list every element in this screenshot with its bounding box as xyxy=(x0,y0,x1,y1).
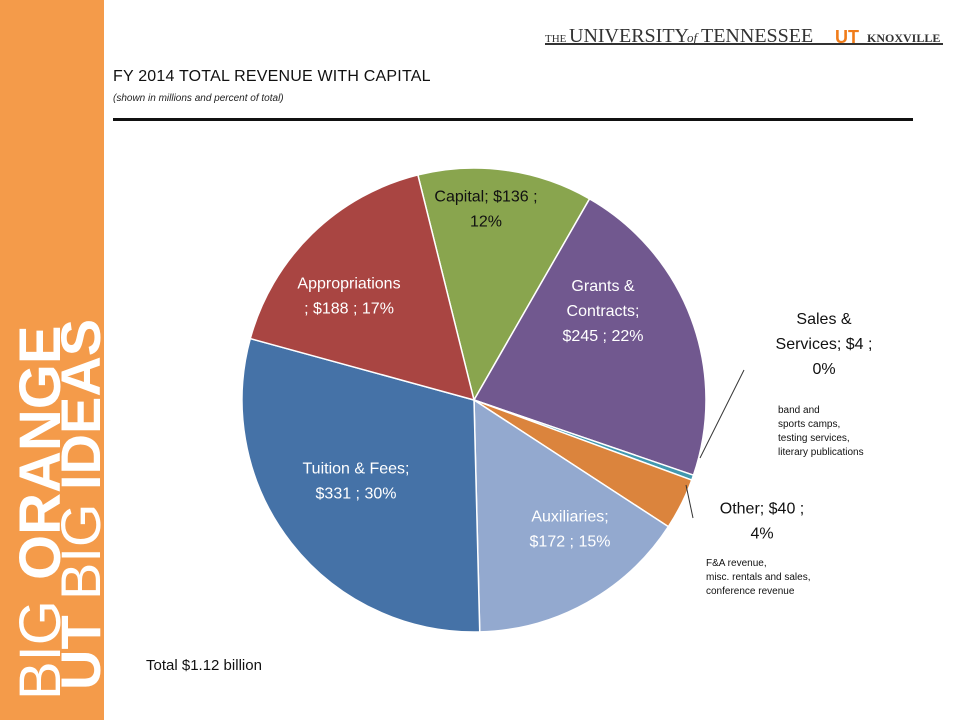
other-note-line: conference revenue xyxy=(706,586,795,597)
title-divider xyxy=(113,118,913,121)
total-revenue: Total $1.12 billion xyxy=(146,657,262,674)
university-logo: THE UNIVERSITY of TENNESSEE UT KNOXVILLE xyxy=(545,25,940,47)
sales-leader-line xyxy=(699,369,745,459)
logo-of: of xyxy=(687,30,700,45)
other-note: F&A revenue, misc. rentals and sales, co… xyxy=(706,557,811,599)
sidebar-wordmark: BIG ORANGE UT BIG IDEAS xyxy=(8,319,104,700)
sidebar-ut-text: UT xyxy=(49,615,104,690)
sales-note-line: band and xyxy=(778,405,820,416)
slice-label-sales-services: Sales & Services; $4 ; 0% xyxy=(776,311,873,378)
logo-ut-mark: UT xyxy=(835,27,859,47)
sales-note-line: testing services, xyxy=(778,433,850,444)
chart-subtitle: (shown in millions and percent of total) xyxy=(113,93,284,104)
other-note-line: F&A revenue, xyxy=(706,558,767,569)
slice-label-grants-contracts: Grants & Contracts; $245 ; 22% xyxy=(563,278,644,345)
slice-label-appropriations: Appropriations; $188 ; 17% xyxy=(297,276,400,318)
pie-slice-grants-contracts xyxy=(472,197,707,477)
slice-label-auxiliaries: Auxiliaries; $172 ; 15% xyxy=(530,509,611,551)
sidebar-big2-text: BIG xyxy=(49,504,104,600)
logo-underline xyxy=(545,43,943,45)
other-note-line: misc. rentals and sales, xyxy=(706,572,811,583)
sales-note: band and sports camps, testing services,… xyxy=(778,404,864,460)
pie-slice-auxiliaries xyxy=(473,398,670,633)
pie-slice-capital xyxy=(416,167,591,402)
sidebar-ideas-text: IDEAS xyxy=(49,319,104,490)
other-leader-line xyxy=(685,484,694,519)
pie-slice-tuition-fees xyxy=(241,337,481,633)
slice-label-other: Other; $40 ; 4% xyxy=(720,501,805,543)
logo-the: THE xyxy=(545,33,567,45)
sidebar-big-text: BIG xyxy=(8,600,73,700)
logo-knoxville: KNOXVILLE xyxy=(867,31,940,45)
chart-title: FY 2014 TOTAL REVENUE WITH CAPITAL xyxy=(113,68,431,85)
sales-note-line: literary publications xyxy=(778,447,864,458)
logo-tennessee: TENNESSEE xyxy=(701,25,813,47)
slice-label-capital: Capital; $136 ; 12% xyxy=(434,189,537,231)
pie-slice-appropriations xyxy=(249,173,476,402)
logo-university: UNIVERSITY xyxy=(569,25,689,47)
sidebar-branding: BIG ORANGE UT BIG IDEAS xyxy=(0,0,104,720)
slice-label-tuition-fees: Tuition & Fees; $331 ; 30% xyxy=(302,461,409,503)
sales-note-line: sports camps, xyxy=(778,419,841,430)
sidebar-orange-text: ORANGE xyxy=(8,325,73,580)
